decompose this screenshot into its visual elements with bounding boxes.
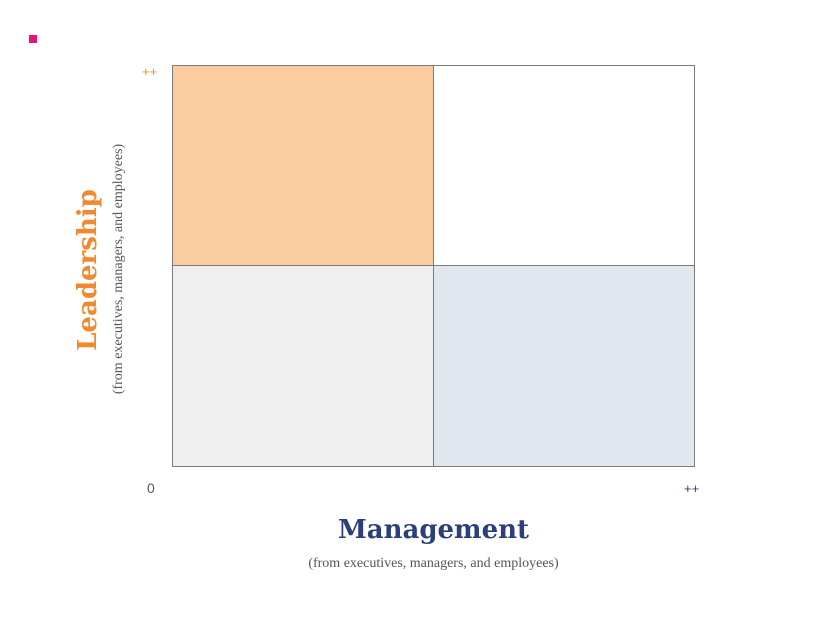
quadrant-bottom-right <box>433 266 694 466</box>
quadrant-top-right <box>433 66 694 266</box>
quadrant-top-left <box>173 66 434 266</box>
origin-label: 0 <box>147 480 155 496</box>
bullet-marker <box>29 35 37 43</box>
quadrant-bottom-left <box>173 266 434 466</box>
quadrant-grid <box>172 65 695 467</box>
y-axis-subtitle: (from executives, managers, and employee… <box>111 143 126 395</box>
y-axis-title: Leadership <box>73 189 103 351</box>
x-axis-title: Management <box>337 515 530 545</box>
x-axis-max-label: ++ <box>684 481 700 496</box>
x-axis-subtitle: (from executives, managers, and employee… <box>308 556 559 571</box>
y-axis-max-label: ++ <box>142 64 158 79</box>
